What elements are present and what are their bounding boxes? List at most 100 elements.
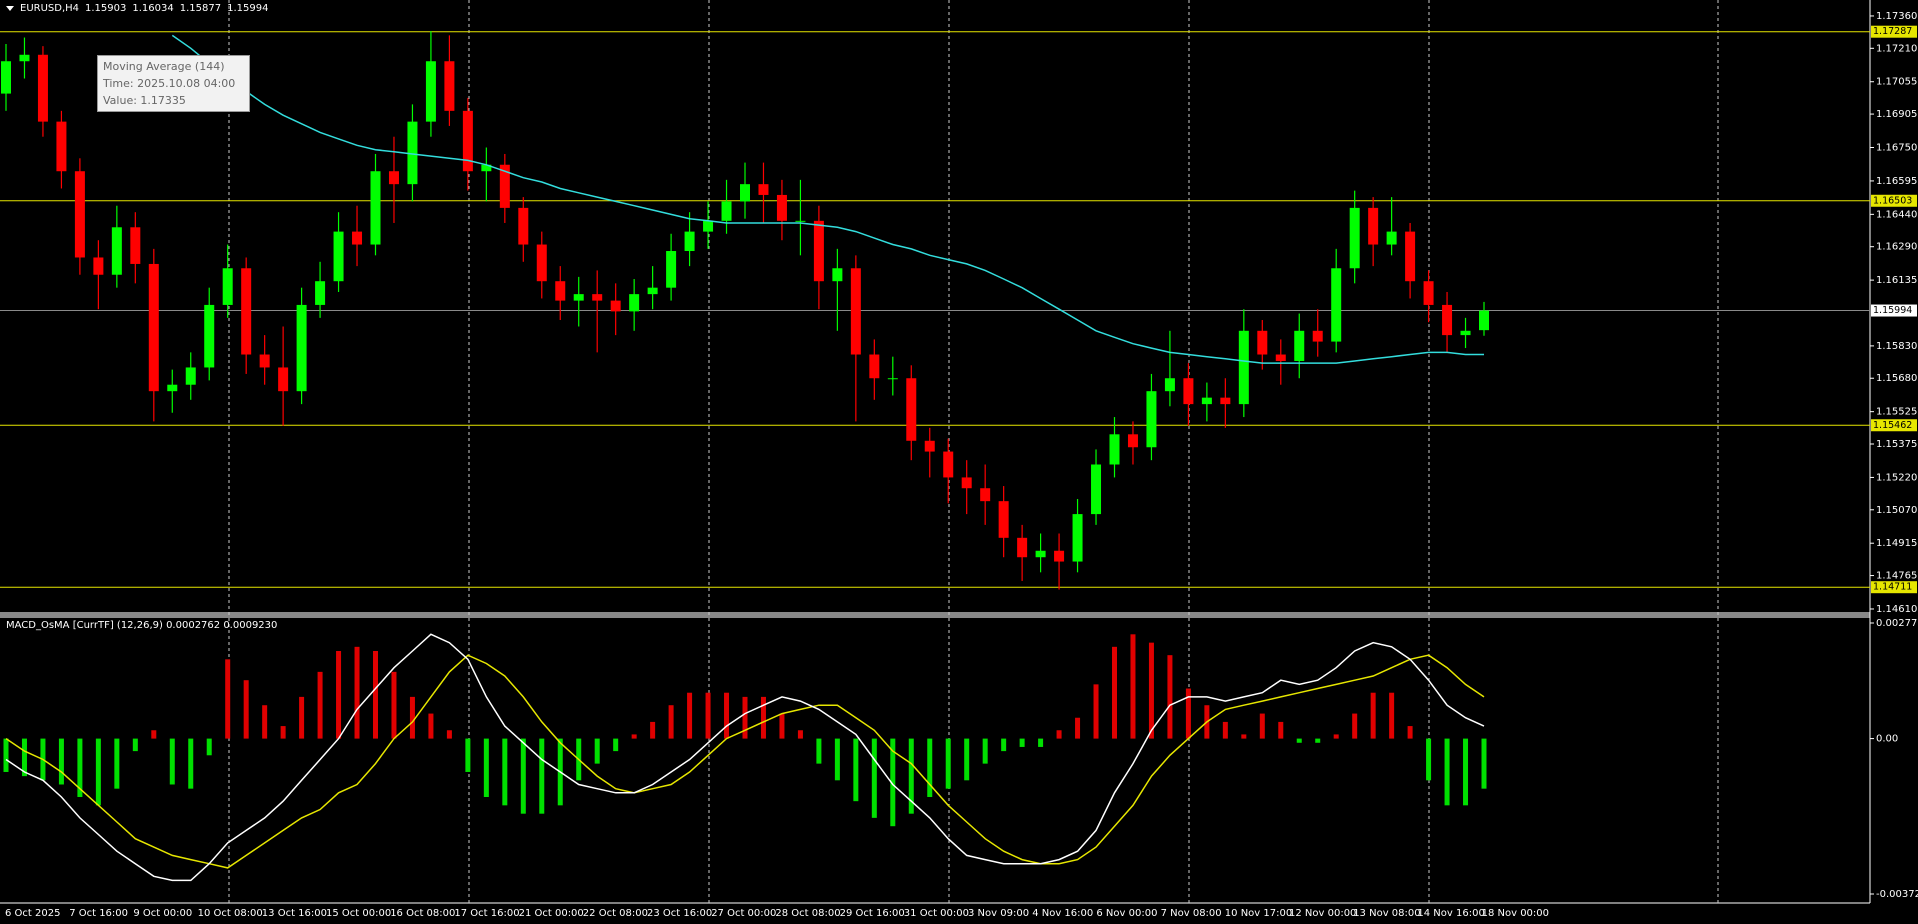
- histogram-bar: [58, 738, 64, 785]
- x-tick-label: 21 Oct 00:00: [519, 908, 584, 919]
- candle-body: [1238, 330, 1249, 405]
- candle-body: [832, 268, 843, 282]
- histogram-bar: [1222, 721, 1228, 739]
- candle-body: [185, 367, 196, 385]
- candle-body: [1146, 391, 1157, 448]
- candle-body: [869, 354, 880, 379]
- x-tick-label: 10 Nov 17:00: [1225, 908, 1292, 919]
- histogram-bar: [1315, 738, 1321, 743]
- y-tick-label: 1.17210: [1876, 43, 1917, 54]
- candle-body: [296, 304, 307, 392]
- histogram-bar: [409, 696, 415, 739]
- y-tick-label: 1.14915: [1876, 538, 1917, 549]
- x-tick-label: 7 Oct 16:00: [69, 908, 128, 919]
- y-tick-label: 1.14765: [1876, 571, 1917, 582]
- y-tick-label: 1.16905: [1876, 109, 1917, 120]
- x-tick-label: 18 Nov 00:00: [1482, 908, 1549, 919]
- candle-body: [1423, 281, 1434, 305]
- panel-separator: [0, 612, 1870, 618]
- candle-body: [998, 501, 1009, 538]
- candle-body: [148, 263, 159, 392]
- candle-body: [259, 354, 270, 368]
- candle-body: [1183, 378, 1194, 405]
- histogram-bar: [169, 738, 175, 785]
- x-tick-label: 7 Nov 08:00: [1161, 908, 1222, 919]
- histogram-bar: [3, 738, 9, 772]
- candle-body: [850, 268, 861, 355]
- histogram-bar: [1278, 721, 1284, 739]
- histogram-bar: [114, 738, 120, 789]
- histogram-bar: [262, 705, 268, 739]
- candle-body: [1035, 550, 1046, 558]
- y-tick-label: 1.15220: [1876, 472, 1917, 483]
- candle-body: [924, 440, 935, 452]
- x-tick-label: 3 Nov 09:00: [968, 908, 1029, 919]
- histogram-bar: [1038, 738, 1044, 747]
- candle-body: [278, 367, 289, 392]
- candle-body: [740, 184, 750, 202]
- candle-body: [56, 121, 67, 172]
- histogram-bar: [668, 705, 674, 739]
- histogram-bar: [77, 738, 83, 798]
- candle-body: [666, 251, 677, 288]
- histogram-bar: [280, 726, 286, 739]
- histogram-bar: [1056, 730, 1062, 739]
- tooltip: Moving Average (144) Time: 2025.10.08 04…: [97, 55, 250, 112]
- histogram-bar: [1389, 692, 1395, 739]
- candle-body: [961, 477, 972, 489]
- histogram-bar: [1352, 713, 1358, 739]
- candle-body: [980, 488, 991, 502]
- histogram-bar: [631, 734, 637, 739]
- candle-body: [1312, 330, 1323, 342]
- y-tick-label: 1.16440: [1876, 209, 1917, 220]
- macd-line: [5, 633, 1485, 882]
- candle-body: [1109, 434, 1120, 465]
- histogram-bar: [687, 692, 693, 739]
- candle-body: [462, 110, 473, 172]
- x-tick-label: 16 Oct 08:00: [390, 908, 455, 919]
- histogram-bar: [1444, 738, 1450, 806]
- candle-body: [1220, 397, 1231, 405]
- histogram-bar: [502, 738, 508, 806]
- x-tick-label: 29 Oct 16:00: [840, 908, 905, 919]
- histogram-bar: [151, 730, 157, 739]
- menu-arrow[interactable]: [6, 6, 14, 11]
- candle-body: [610, 300, 621, 312]
- candle-body: [315, 281, 326, 305]
- histogram-bar: [520, 738, 526, 814]
- histogram-bar: [1112, 646, 1117, 739]
- histogram-bar: [1167, 655, 1173, 739]
- histogram-bar: [225, 659, 231, 739]
- candle-body: [1017, 537, 1028, 558]
- x-tick-label: 6 Nov 00:00: [1096, 908, 1157, 919]
- histogram-bar: [1019, 738, 1025, 747]
- candle-body: [444, 61, 455, 111]
- histogram-bar: [188, 738, 194, 789]
- tooltip-name: Moving Average (144): [103, 60, 225, 73]
- y-tick-label: 1.15525: [1876, 407, 1917, 418]
- candle-body: [499, 164, 510, 208]
- level-label-bg: [1871, 25, 1917, 38]
- histogram-bar: [650, 721, 656, 739]
- tooltip-value: Value: 1.17335: [103, 94, 186, 107]
- y-tick-label: -0.003725: [1876, 889, 1918, 900]
- candle-body: [721, 201, 732, 221]
- x-tick-label: 4 Nov 16:00: [1032, 908, 1093, 919]
- x-tick-label: 13 Oct 16:00: [262, 908, 327, 919]
- candle-body: [1331, 268, 1342, 342]
- vertical-separators: [228, 0, 1719, 903]
- candle-body: [573, 294, 584, 301]
- candle-body: [1460, 330, 1471, 336]
- histogram-bar: [613, 738, 619, 752]
- histogram-bar: [1001, 738, 1007, 752]
- level-label: 1.17287: [1873, 26, 1912, 37]
- histogram-bar: [483, 738, 489, 798]
- histogram-bar: [982, 738, 988, 764]
- candle-body: [629, 294, 640, 312]
- symbol: EURUSD,H4: [20, 3, 80, 14]
- histogram-bar: [373, 650, 378, 739]
- histogram-bar: [797, 730, 803, 739]
- y-tick-label: 1.16595: [1876, 176, 1917, 187]
- moving-average-line: [171, 34, 1484, 364]
